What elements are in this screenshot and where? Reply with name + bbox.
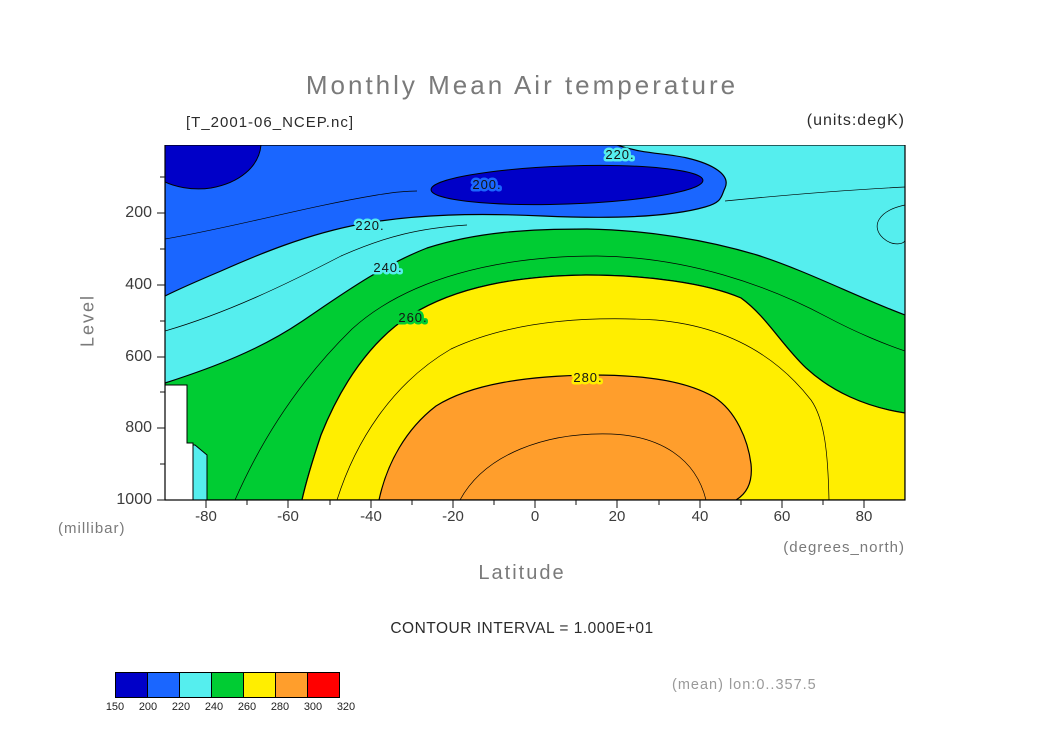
mean-lon-note: (mean) lon:0..357.5 bbox=[672, 677, 817, 693]
colorbar-segment-150-200 bbox=[115, 672, 148, 698]
chart-title: Monthly Mean Air temperature bbox=[305, 70, 739, 100]
contour-interval-note: CONTOUR INTERVAL = 1.000E+01 bbox=[390, 620, 654, 637]
x-tick-n60: -60 bbox=[277, 508, 299, 525]
colorbar bbox=[115, 672, 340, 698]
contour-label-220-mid: 220. bbox=[355, 218, 384, 233]
units-label: (units:degK) bbox=[806, 112, 905, 129]
contour-line-230-left bbox=[165, 224, 468, 332]
colorbar-segment-260-280 bbox=[243, 672, 276, 698]
band-150-200-tropopause bbox=[430, 164, 704, 206]
contour-line-290 bbox=[459, 433, 707, 500]
band-280-300 bbox=[378, 374, 752, 500]
x-axis-label: Latitude bbox=[478, 562, 566, 584]
x-axis-minor-ticks bbox=[246, 500, 824, 505]
x-tick-n20: -20 bbox=[442, 508, 464, 525]
y-tick-400: 400 bbox=[125, 276, 152, 293]
x-tick-0: 0 bbox=[530, 508, 540, 525]
contour-line-230-right bbox=[724, 186, 905, 202]
x-tick-60: 60 bbox=[773, 508, 791, 525]
contour-label-240: 240. bbox=[373, 260, 402, 275]
y-axis-label: Level bbox=[77, 293, 98, 348]
contour-label-220-top: 220. bbox=[605, 147, 634, 162]
colorbar-label-320: 320 bbox=[336, 701, 356, 713]
x-tick-40: 40 bbox=[691, 508, 709, 525]
contour-line-250 bbox=[234, 255, 905, 500]
band-150-200-polar bbox=[165, 145, 262, 190]
colorbar-label-200: 200 bbox=[138, 701, 158, 713]
x-axis-major-ticks bbox=[205, 500, 865, 508]
x-axis-units: (degrees_north) bbox=[783, 539, 905, 556]
y-axis-units: (millibar) bbox=[58, 520, 126, 537]
y-tick-600: 600 bbox=[125, 348, 152, 365]
colorbar-segment-220-240 bbox=[179, 672, 212, 698]
x-tick-n40: -40 bbox=[360, 508, 382, 525]
dataset-label: [T_2001-06_NCEP.nc] bbox=[186, 114, 354, 131]
x-tick-n80: -80 bbox=[195, 508, 217, 525]
plot-area: 220. 200. 220. 240. 260. 280. bbox=[157, 145, 906, 508]
x-tick-20: 20 bbox=[608, 508, 626, 525]
colorbar-segment-280-300 bbox=[275, 672, 308, 698]
colorbar-label-260: 260 bbox=[237, 701, 257, 713]
y-tick-800: 800 bbox=[125, 419, 152, 436]
colorbar-segment-240-260 bbox=[211, 672, 244, 698]
colorbar-label-300: 300 bbox=[303, 701, 323, 713]
y-axis-minor-ticks bbox=[160, 176, 165, 465]
colorbar-label-150: 150 bbox=[105, 701, 125, 713]
colorbar-segment-300-320 bbox=[307, 672, 340, 698]
contour-label-200: 200. bbox=[472, 177, 501, 192]
missing-data-notch bbox=[165, 384, 194, 500]
contour-line-270 bbox=[336, 318, 830, 500]
contour-label-280: 280. bbox=[573, 370, 602, 385]
colorbar-label-240: 240 bbox=[204, 701, 224, 713]
colorbar-label-220: 220 bbox=[171, 701, 191, 713]
contour-line-closed-right bbox=[876, 204, 905, 245]
y-axis-major-ticks bbox=[157, 212, 165, 501]
x-tick-80: 80 bbox=[855, 508, 873, 525]
y-tick-200: 200 bbox=[125, 204, 152, 221]
y-tick-1000: 1000 bbox=[116, 491, 152, 508]
colorbar-labels: 150 200 220 240 260 280 300 320 bbox=[106, 701, 375, 715]
colorbar-segment-200-220 bbox=[147, 672, 180, 698]
colorbar-label-280: 280 bbox=[270, 701, 290, 713]
contour-label-260: 260. bbox=[398, 310, 427, 325]
contour-line-210 bbox=[165, 190, 418, 240]
